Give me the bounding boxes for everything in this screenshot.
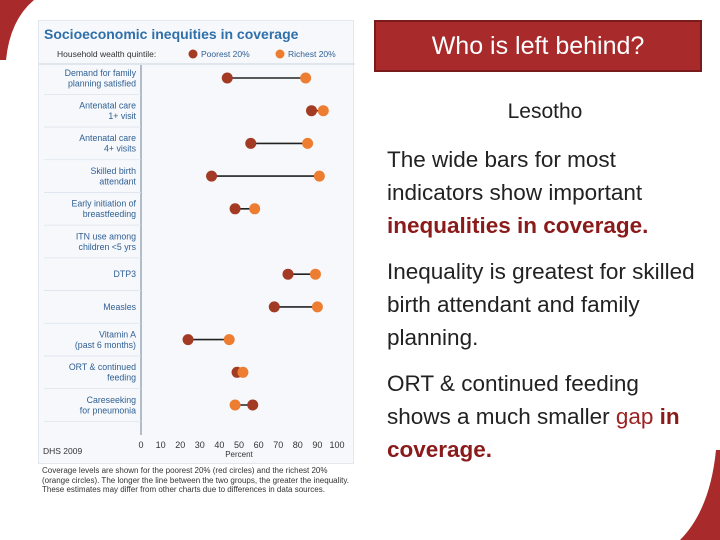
dot-poorest	[229, 203, 241, 215]
x-tick-label: 70	[273, 440, 283, 450]
corner-decoration-bottom-right	[680, 450, 720, 540]
dot-richest	[229, 399, 241, 411]
legend-label-poorest: Poorest 20%	[201, 49, 250, 59]
legend-marker-poorest	[188, 49, 198, 59]
x-tick-label: 90	[312, 440, 322, 450]
chart-caption: Coverage levels are shown for the poores…	[42, 466, 349, 494]
source-label: DHS 2009	[43, 446, 82, 456]
x-tick-label: 60	[254, 440, 264, 450]
dot-poorest	[245, 137, 257, 149]
slide-subtitle: Lesotho	[507, 100, 583, 123]
category-label: 4+ visits	[104, 144, 137, 154]
dot-richest	[313, 170, 325, 182]
legend-label: Household wealth quintile:	[57, 49, 156, 59]
paragraph-2: Inequality is greatest for skilled birth…	[387, 259, 695, 350]
paragraph-3-highlight-rest: in coverage.	[387, 404, 680, 462]
dot-richest	[300, 72, 312, 84]
corner-decoration-top-left	[0, 0, 34, 60]
category-label: planning satisfied	[68, 78, 136, 88]
dot-richest	[223, 334, 235, 346]
category-label: Antenatal care	[79, 100, 136, 110]
category-label: feeding	[107, 373, 136, 383]
dot-poorest	[282, 268, 294, 280]
dot-richest	[309, 268, 321, 280]
paragraph-3-text: ORT & continued feeding shows a much sma…	[387, 371, 639, 429]
category-label: Skilled birth	[91, 166, 137, 176]
category-label: Vitamin A	[99, 329, 136, 339]
category-label: ITN use among	[76, 231, 136, 241]
category-label: Careseeking	[87, 395, 136, 405]
category-label: breastfeeding	[83, 209, 136, 219]
x-tick-label: 80	[293, 440, 303, 450]
x-tick-label: 0	[138, 440, 143, 450]
x-tick-label: 40	[214, 440, 224, 450]
x-tick-label: 50	[234, 440, 244, 450]
x-tick-label: 100	[329, 440, 344, 450]
x-tick-label: 30	[195, 440, 205, 450]
x-tick-label: 10	[156, 440, 166, 450]
dot-poorest	[221, 72, 233, 84]
paragraph-1: The wide bars for most indicators show i…	[387, 143, 707, 242]
dot-chart: Socioeconomic inequities in coverage Hous…	[39, 26, 355, 459]
category-label: 1+ visit	[108, 111, 136, 121]
legend-label-richest: Richest 20%	[288, 49, 336, 59]
chart-panel: Socioeconomic inequities in coverage Hous…	[38, 20, 355, 464]
category-label: (past 6 months)	[75, 340, 136, 350]
category-label: Early initiation of	[71, 199, 136, 209]
x-axis-title: Percent	[225, 450, 253, 459]
category-label: for pneumonia	[80, 405, 136, 415]
paragraph-1-text: The wide bars for most indicators show i…	[387, 147, 643, 205]
dot-richest	[237, 366, 249, 378]
legend-marker-richest	[275, 49, 285, 59]
category-label: DTP3	[114, 269, 137, 279]
dot-richest	[249, 203, 261, 215]
dot-poorest	[247, 399, 259, 411]
dot-poorest	[182, 334, 194, 346]
chart-title: Socioeconomic inequities in coverage	[44, 26, 299, 42]
category-label: ORT & continued	[69, 362, 136, 372]
category-label: children <5 yrs	[79, 242, 137, 252]
dot-poorest	[268, 301, 280, 313]
dot-richest	[302, 137, 314, 149]
dot-poorest	[306, 105, 318, 117]
dot-richest	[317, 105, 329, 117]
dot-richest	[311, 301, 323, 313]
paragraph-3-highlight-gap: gap	[615, 404, 654, 429]
category-label: Demand for family	[65, 68, 137, 78]
category-label: attendant	[99, 176, 136, 186]
x-tick-label: 20	[175, 440, 185, 450]
dot-poorest	[206, 170, 218, 182]
category-label: Antenatal care	[79, 133, 136, 143]
slide-title: Who is left behind?	[374, 20, 702, 72]
category-label: Measles	[103, 302, 136, 312]
paragraph-3: ORT & continued feeding shows a much sma…	[387, 367, 707, 466]
paragraph-1-highlight: inequalities in coverage.	[387, 213, 649, 238]
